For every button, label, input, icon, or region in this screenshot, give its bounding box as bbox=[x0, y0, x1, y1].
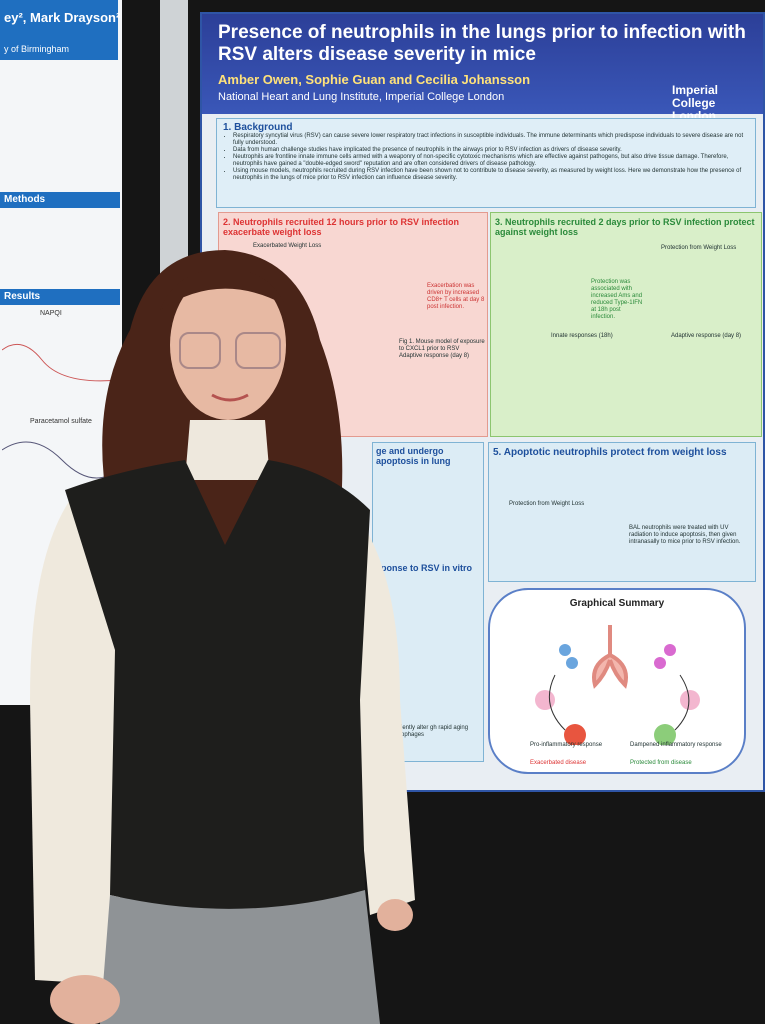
left-sleeve bbox=[30, 500, 120, 985]
poster-title: Presence of neutrophils in the lungs pri… bbox=[218, 22, 746, 65]
hand bbox=[377, 899, 413, 931]
face bbox=[170, 270, 286, 420]
plot-label: Paracetamol sulfate bbox=[30, 418, 92, 425]
bullet: Neutrophils are frontline innate immune … bbox=[233, 154, 749, 168]
mouth bbox=[211, 393, 249, 402]
section-heading: Methods bbox=[0, 192, 120, 208]
plot-lines bbox=[2, 343, 118, 479]
panel-title: Adaptive response (day 8) bbox=[671, 333, 742, 339]
bullet-list: Respiratory syncytial virus (RSV) can ca… bbox=[223, 133, 749, 182]
header-strip bbox=[0, 0, 118, 60]
section-heading: sponse to RSV in vitro bbox=[376, 563, 473, 573]
label: Exacerbated disease bbox=[530, 760, 587, 766]
authors: Amber Owen, Sophie Guan and Cecilia Joha… bbox=[218, 72, 530, 87]
note: Exacerbation was driven by increased CD8… bbox=[427, 283, 485, 310]
panel-title: Protection from Weight Loss bbox=[661, 245, 737, 251]
bullet: Using mouse models, neutrophils recruite… bbox=[233, 168, 749, 182]
panel-title: Innate responses (18h) bbox=[551, 333, 613, 339]
section-heading: Results bbox=[0, 289, 120, 305]
label: Protected from disease bbox=[630, 760, 692, 766]
caption: Fig 1. Mouse model of exposure to CXCL1 … bbox=[399, 339, 485, 352]
skirt bbox=[100, 890, 380, 1024]
institute: National Heart and Lung Institute, Imper… bbox=[218, 91, 505, 103]
authors: ey², Mark Drayson² bbox=[4, 10, 121, 25]
panel-title: Protection from Weight Loss bbox=[509, 501, 585, 507]
plot-label: NAPQI bbox=[40, 310, 62, 317]
glasses bbox=[179, 332, 221, 369]
section-heading: ge and undergo apoptosis in lung bbox=[376, 446, 451, 466]
graphical-summary: Graphical Summary Pro-inflammatory respo… bbox=[488, 588, 746, 774]
section-heading: 3. Neutrophils recruited 2 days prior to… bbox=[495, 217, 755, 237]
hand bbox=[50, 975, 120, 1024]
summary-diagram bbox=[535, 625, 700, 745]
panel-title: Adaptive response (day 8) bbox=[399, 353, 470, 359]
fringe bbox=[160, 268, 285, 310]
bullet: Respiratory syncytial virus (RSV) can ca… bbox=[233, 133, 749, 147]
glasses bbox=[235, 332, 281, 369]
co-authors: , Sophie Guan and Cecilia Johansson bbox=[298, 72, 531, 87]
section-heading: Graphical Summary bbox=[569, 598, 665, 609]
section-heading: 1. Background bbox=[223, 122, 293, 133]
section-heading: 2. Neutrophils recruited 12 hours prior … bbox=[223, 217, 460, 237]
note: Protection was associated with increased… bbox=[591, 279, 643, 320]
section-5: 5. Apoptotic neutrophils protect from we… bbox=[488, 442, 756, 582]
neck bbox=[185, 420, 270, 480]
affiliation: y of Birmingham bbox=[4, 44, 70, 54]
label: Pro-inflammatory response bbox=[530, 742, 603, 748]
bullet: Data from human challenge studies have i… bbox=[233, 147, 749, 154]
section-3: 3. Neutrophils recruited 2 days prior to… bbox=[490, 212, 762, 437]
lead-author: Amber Owen bbox=[218, 72, 299, 87]
section-heading: 5. Apoptotic neutrophils protect from we… bbox=[493, 447, 727, 458]
label: Dampened inflammatory response bbox=[630, 742, 722, 748]
sweater-vest bbox=[65, 460, 370, 909]
panel-title: Exacerbated Weight Loss bbox=[253, 243, 322, 249]
right-sleeve bbox=[350, 520, 415, 915]
poster-header bbox=[202, 14, 763, 114]
background-panel: 1. Background Respiratory syncytial viru… bbox=[216, 118, 756, 208]
note: BAL neutrophils were treated with UV rad… bbox=[629, 525, 741, 545]
